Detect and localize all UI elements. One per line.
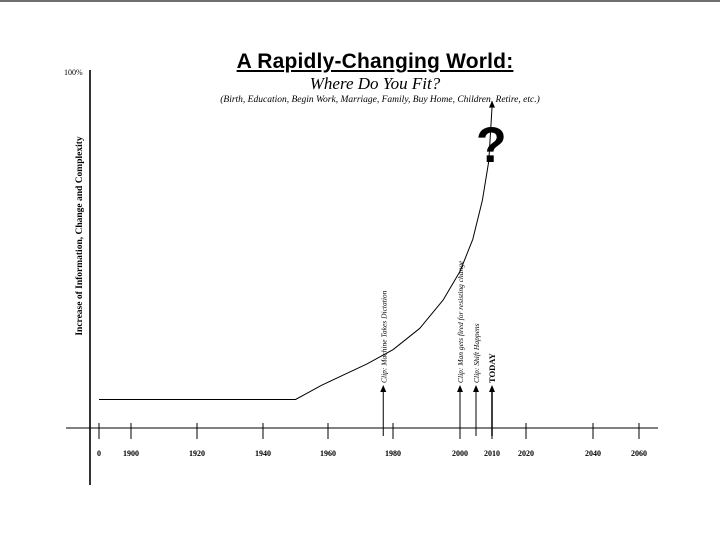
annotation-label: TODAY bbox=[487, 353, 497, 383]
x-tick-label: 2020 bbox=[518, 449, 534, 458]
annotation-arrowhead bbox=[473, 385, 479, 392]
tick-group bbox=[98, 423, 640, 439]
annotation-label: Clip: Machine Takes Dictation bbox=[379, 290, 388, 383]
annotation-arrowhead bbox=[489, 385, 495, 392]
annotation-label: Clip: Shift Happens bbox=[472, 323, 481, 383]
curve-arrowhead bbox=[489, 100, 495, 108]
annotation-group: Clip: Machine Takes Dictation Clip: Man g… bbox=[379, 260, 497, 436]
x-tick-label: 2000 bbox=[452, 449, 468, 458]
curve-group bbox=[99, 100, 495, 400]
annotation-label: Clip: Man gets fired for resisting chang… bbox=[456, 260, 465, 383]
x-tick-label: 1940 bbox=[255, 449, 271, 458]
y-max-label: 100% bbox=[64, 68, 83, 77]
x-tick-label: 0 bbox=[97, 449, 101, 458]
chart-subnote: (Birth, Education, Begin Work, Marriage,… bbox=[220, 95, 540, 105]
y-axis-label: Increase of Information, Change and Comp… bbox=[75, 136, 85, 336]
x-tick-label: 2060 bbox=[631, 449, 647, 458]
x-tick-label: 1980 bbox=[385, 449, 401, 458]
x-tick-label: 1960 bbox=[320, 449, 336, 458]
chart-title: A Rapidly-Changing World: bbox=[236, 50, 514, 73]
x-tick-label: 2040 bbox=[585, 449, 601, 458]
x-tick-label: 2010 bbox=[484, 449, 500, 458]
tick-label-group: 0 1900 1920 1940 1960 1980 2000 2010 2020 2040 206… bbox=[97, 449, 647, 458]
annotation-arrowhead bbox=[457, 385, 463, 392]
annotation-arrowhead bbox=[380, 385, 387, 392]
chart-subtitle: Where Do You Fit? bbox=[309, 74, 441, 93]
x-tick-label: 1900 bbox=[123, 449, 139, 458]
series-line bbox=[99, 107, 493, 400]
question-mark-callout: ? bbox=[476, 117, 507, 173]
x-tick-label: 1920 bbox=[189, 449, 205, 458]
axes-group bbox=[66, 70, 658, 485]
top-border bbox=[0, 0, 720, 2]
